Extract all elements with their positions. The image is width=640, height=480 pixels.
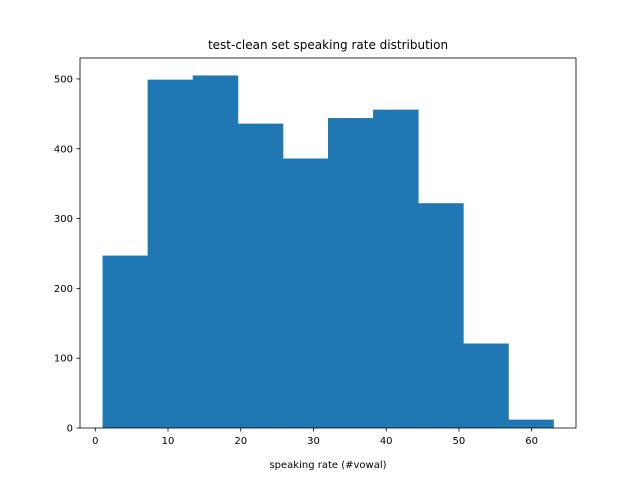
x-tick-label: 30 [307,436,320,447]
chart-title: test-clean set speaking rate distributio… [208,38,448,52]
x-tick-label: 40 [380,436,393,447]
x-tick-label: 0 [92,436,98,447]
x-tick-label: 10 [162,436,175,447]
y-tick-label: 100 [54,354,73,365]
y-tick-label: 300 [54,214,73,225]
histogram-bar-0 [102,255,149,428]
x-tick-label: 60 [525,436,538,447]
histogram-bar-1 [147,79,194,428]
histogram-bar-6 [373,109,419,429]
plot-frame [79,57,577,429]
y-tick-label: 500 [54,74,73,85]
y-axis-ticks: 0 100 200 300 400 500 [54,74,80,435]
histogram-bar-2 [192,75,239,429]
x-tick-label: 50 [453,436,466,447]
histogram-bar-9 [508,419,554,428]
histogram-bar-4 [282,158,329,428]
histogram-bar-3 [237,123,284,428]
histogram-bar-7 [418,203,464,428]
y-tick-label: 200 [54,284,73,295]
bars-group [102,75,554,429]
y-tick-label: 400 [54,144,73,155]
histogram-bar-5 [328,118,374,429]
x-tick-label: 20 [234,436,247,447]
x-axis-ticks: 0 10 20 30 40 50 60 [92,428,538,447]
y-tick-label: 0 [67,424,73,435]
x-axis-label: speaking rate (#vowal) [269,460,386,471]
histogram-bar-8 [463,343,509,428]
